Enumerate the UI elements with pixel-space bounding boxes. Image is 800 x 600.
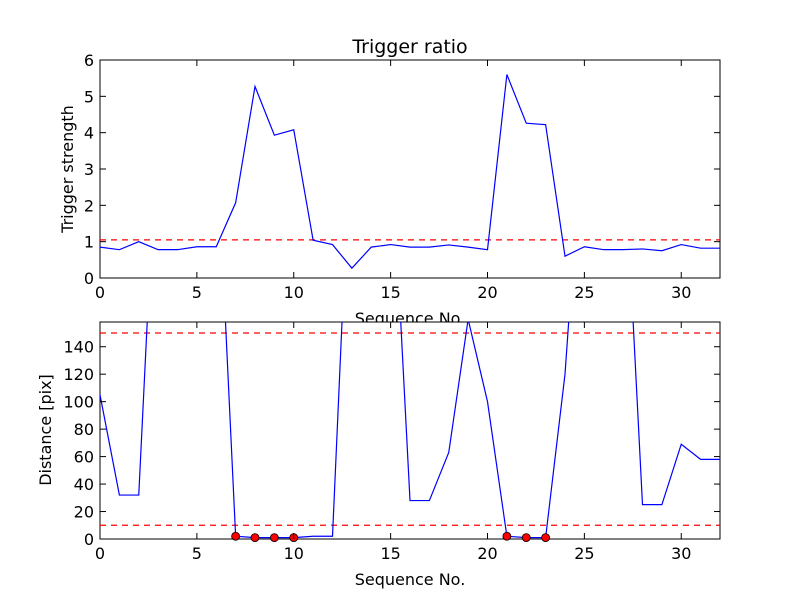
data-marker-bottom-2 <box>269 533 279 543</box>
y-axis-label-top: Trigger strength <box>58 105 77 234</box>
y-tick-label-top-3: 3 <box>84 160 94 179</box>
data-marker-bottom-6 <box>541 533 551 543</box>
axis-ticks-top: 0 5 10 15 20 25 30 0 1 2 3 4 5 6 <box>84 51 720 302</box>
y-tick-label-bottom-2: 40 <box>74 475 94 494</box>
series-line-bottom-0 <box>100 322 720 539</box>
plot-area-bottom <box>99 321 721 540</box>
y-tick-label-bottom-7: 140 <box>63 338 94 357</box>
y-tick-label-bottom-0: 0 <box>84 530 94 549</box>
x-tick-label-bottom-2: 10 <box>284 544 304 563</box>
x-axis-label-bottom: Sequence No. <box>355 570 466 589</box>
x-tick-label-top-1: 5 <box>192 283 202 302</box>
data-marker-bottom-0 <box>231 531 241 541</box>
x-tick-label-bottom-4: 20 <box>477 544 497 563</box>
y-tick-label-bottom-5: 100 <box>63 393 94 412</box>
chart-title: Trigger ratio <box>351 36 467 58</box>
x-tick-label-bottom-5: 25 <box>574 544 594 563</box>
x-tick-label-top-6: 30 <box>671 283 691 302</box>
y-tick-label-top-1: 1 <box>84 233 94 252</box>
plot-content-top <box>100 74 720 270</box>
y-tick-label-bottom-3: 60 <box>74 448 94 467</box>
y-tick-label-top-0: 0 <box>84 269 94 288</box>
x-tick-label-top-4: 20 <box>477 283 497 302</box>
axis-ticks-bottom: 0 5 10 15 20 25 30 0 20 40 60 80 100 120 140 <box>63 322 720 563</box>
x-tick-label-bottom-1: 5 <box>192 544 202 563</box>
x-tick-label-bottom-6: 30 <box>671 544 691 563</box>
y-tick-label-top-2: 2 <box>84 196 94 215</box>
x-tick-label-bottom-0: 0 <box>95 544 105 563</box>
plot-content-bottom <box>100 322 720 543</box>
data-marker-bottom-5 <box>521 533 531 543</box>
y-tick-label-top-4: 4 <box>84 124 94 143</box>
plot-area-top <box>99 59 721 279</box>
x-tick-label-top-5: 25 <box>574 283 594 302</box>
y-tick-label-top-5: 5 <box>84 87 94 106</box>
y-tick-label-bottom-1: 20 <box>74 503 94 522</box>
series-line-top-0 <box>100 74 720 270</box>
y-tick-label-bottom-6: 120 <box>63 365 94 384</box>
data-marker-bottom-4 <box>502 531 512 541</box>
x-tick-label-top-2: 10 <box>284 283 304 302</box>
clipped-series-bottom <box>100 322 720 539</box>
y-tick-label-top-6: 6 <box>84 51 94 70</box>
distance-chart: 0 5 10 15 20 25 30 0 20 40 60 80 100 120 140 Sequence … <box>36 321 721 589</box>
clipped-series-top <box>100 74 720 270</box>
y-axis-label-bottom: Distance [pix] <box>36 374 55 486</box>
y-tick-label-bottom-4: 80 <box>74 420 94 439</box>
x-tick-label-top-3: 15 <box>380 283 400 302</box>
x-tick-label-bottom-3: 15 <box>380 544 400 563</box>
x-tick-label-top-0: 0 <box>95 283 105 302</box>
data-marker-bottom-1 <box>250 533 260 543</box>
